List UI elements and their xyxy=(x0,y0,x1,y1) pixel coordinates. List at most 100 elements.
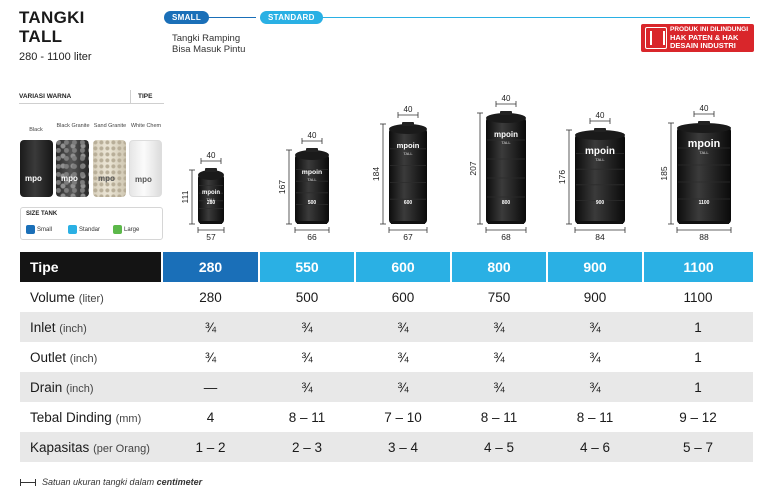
tank-code: 1100 xyxy=(699,200,710,206)
table-cell: ¾ xyxy=(547,312,643,342)
swatch-mark: mpo xyxy=(98,174,115,183)
row-label-unit: (inch) xyxy=(69,352,98,365)
base-width-label: 57 xyxy=(206,232,216,242)
tank-code: 800 xyxy=(502,200,511,206)
row-label-unit: (mm) xyxy=(115,412,142,425)
row-label-text: Drain xyxy=(30,379,63,395)
table-cell: 8 – 11 xyxy=(288,409,326,425)
table-cell: ¾ xyxy=(397,349,409,365)
table-row: Drain (inch) — ¾ ¾ ¾ ¾ 1 xyxy=(20,372,753,402)
tank-sub-label: TALL xyxy=(206,197,216,202)
table-cell: — xyxy=(162,372,259,402)
height-label: 207 xyxy=(468,161,478,175)
small-pill: SMALL xyxy=(164,11,210,24)
tank-body xyxy=(295,154,329,224)
height-label: 185 xyxy=(659,166,669,180)
product-description: Tangki Ramping Bisa Masuk Pintu xyxy=(172,33,245,55)
table-row: Volume (liter) 280 500 600 750 900 1100 xyxy=(20,282,753,312)
table-cell: 750 xyxy=(487,289,511,305)
tank-illustrations: mpoinTALL2804057111mpoinTALL5004066167mp… xyxy=(180,94,732,242)
tank-body xyxy=(198,174,224,224)
tank-base xyxy=(297,221,327,224)
table-cell: 4 xyxy=(206,409,215,425)
row-label: Outlet (inch) xyxy=(20,342,162,372)
height-label: 167 xyxy=(277,180,287,194)
table-cell: 8 – 11 xyxy=(480,409,518,425)
tank-sub-label: TALL xyxy=(403,151,413,156)
table-cell: 4 – 6 xyxy=(547,432,643,462)
swatch-mark: mpo xyxy=(61,174,78,183)
tank-logo: mpoin xyxy=(585,146,615,157)
legend-standar: Standar xyxy=(68,225,100,235)
tank-dome xyxy=(486,113,526,123)
table-cell: 7 – 10 xyxy=(384,409,422,425)
table-cell: ¾ xyxy=(451,372,547,402)
table-cell: 3 – 4 xyxy=(355,432,451,462)
header-tipe: Tipe xyxy=(20,252,162,282)
tank-base xyxy=(488,221,524,224)
top-diameter-label: 40 xyxy=(700,104,709,113)
height-label: 111 xyxy=(180,190,190,203)
row-label: Inlet (inch) xyxy=(20,312,162,342)
top-diameter-label: 40 xyxy=(207,151,216,160)
tank-logo: mpoin xyxy=(202,190,220,196)
tank-code: 500 xyxy=(308,200,317,206)
swatch-label-black: Black xyxy=(29,127,43,133)
table-cell: 9 – 12 xyxy=(679,409,717,425)
swatch-sand-granite: mpo xyxy=(93,140,126,197)
row-label: Kapasitas (per Orang) xyxy=(20,432,162,462)
row-label-unit: (per Orang) xyxy=(93,442,150,455)
base-width-label: 68 xyxy=(501,232,511,242)
row-label-text: Kapasitas xyxy=(30,439,90,455)
badge-line-3: DESAIN INDUSTRI xyxy=(670,41,736,50)
variasi-warna-label: VARIASI WARNA xyxy=(19,93,72,100)
section-divider xyxy=(130,90,131,104)
header-col-600: 600 xyxy=(354,252,451,282)
tank-dome xyxy=(677,123,731,133)
table-cell: ¾ xyxy=(355,372,451,402)
table-cell: ¾ xyxy=(355,312,451,342)
swatch-label-sand-granite: Sand Granite xyxy=(93,123,127,129)
table-cell: 500 xyxy=(295,289,319,305)
tank-code: 280 xyxy=(207,200,216,206)
tank-lid xyxy=(306,148,318,152)
tank-sub-label: TALL xyxy=(699,150,709,155)
tank-lid xyxy=(698,121,710,125)
tank-base xyxy=(391,221,425,224)
legend-large-label: Large xyxy=(124,227,140,234)
row-label-text: Tebal Dinding xyxy=(30,409,112,425)
swatch-black: mpo xyxy=(20,140,53,197)
row-label-text: Inlet xyxy=(30,319,56,335)
table-cell: 1 xyxy=(643,372,753,402)
table-cell: ¾ xyxy=(259,372,355,402)
tank-base xyxy=(200,221,222,224)
patent-badge: PRODUK INI DILINDUNGI HAK PATEN & HAK DE… xyxy=(641,24,754,52)
tank-base xyxy=(679,221,729,224)
table-cell: 1 – 2 xyxy=(162,432,259,462)
table-cell: ¾ xyxy=(547,372,643,402)
tank-code: 600 xyxy=(404,200,413,206)
table-row: Outlet (inch) ¾ ¾ ¾ ¾ ¾ 1 xyxy=(20,342,753,372)
table-cell: ¾ xyxy=(589,349,601,365)
description-line-1: Tangki Ramping xyxy=(172,33,241,44)
table-cell: 1 xyxy=(643,312,753,342)
tank-sub-label: TALL xyxy=(307,177,317,182)
swatch-white-chem: mpo xyxy=(129,140,162,197)
header-col-1100: 1100 xyxy=(642,252,753,282)
tank-lid xyxy=(594,128,606,132)
table-cell: ¾ xyxy=(259,312,355,342)
tank-dome xyxy=(198,170,224,180)
tank-code: 900 xyxy=(596,200,605,206)
tank-logo: mpoin xyxy=(397,141,420,150)
standard-divider xyxy=(318,17,750,18)
tank-logo: mpoin xyxy=(494,130,518,139)
table-cell: 4 – 5 xyxy=(451,432,547,462)
legend-standar-label: Standar xyxy=(79,227,101,234)
legend-standar-swatch xyxy=(68,225,77,234)
table-cell: ¾ xyxy=(301,349,313,365)
swatch-black-granite: mpo xyxy=(56,140,89,197)
